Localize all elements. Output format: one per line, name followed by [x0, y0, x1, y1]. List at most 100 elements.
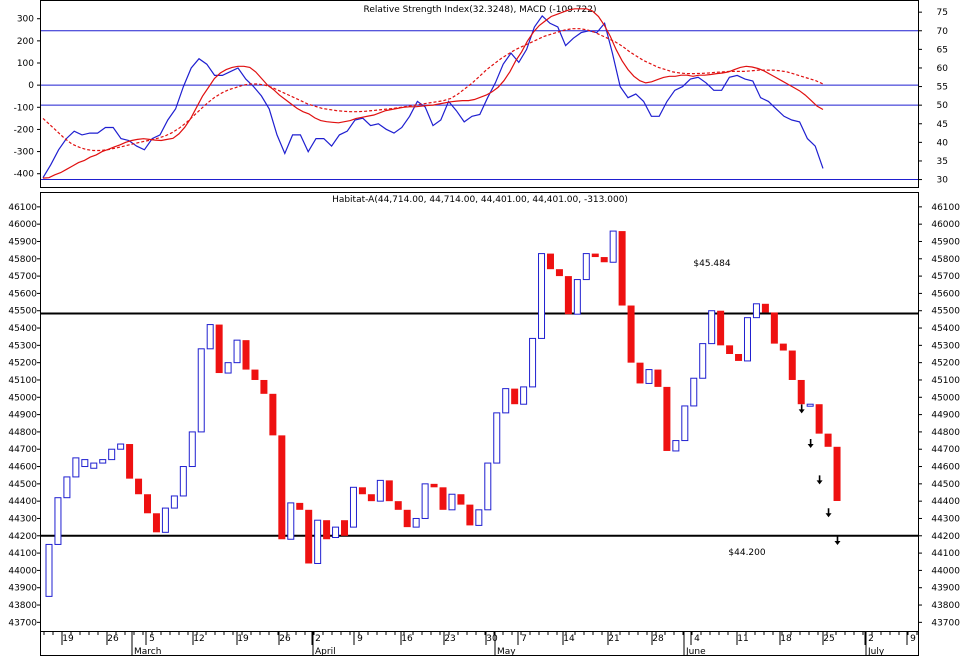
- candle-up: [224, 362, 232, 374]
- indicator-panel-frame: [40, 0, 919, 188]
- price-right-tick-label: 45700: [931, 272, 960, 282]
- candle-down: [591, 253, 599, 258]
- candle-down: [135, 478, 143, 495]
- price-right-tick-label: 43800: [931, 601, 960, 611]
- date-tick-label: 30: [486, 634, 498, 644]
- candle-down: [251, 369, 259, 380]
- candle-up: [421, 483, 429, 519]
- candle-up: [81, 459, 89, 468]
- price-left-tick-label: 44000: [8, 566, 37, 576]
- price-right-tick-label: 44000: [931, 566, 960, 576]
- left-tick-label: 200: [17, 37, 34, 47]
- left-tick-label: -300: [14, 148, 35, 158]
- price-left-tick-label: 45600: [8, 289, 37, 299]
- price-left-tick-label: 44600: [8, 463, 37, 473]
- candle-down: [779, 343, 787, 351]
- right-tick-label: 55: [937, 83, 948, 93]
- price-left-tick-label: 45800: [8, 255, 37, 265]
- candle-down: [833, 446, 841, 501]
- candle-up: [54, 497, 62, 545]
- candle-down: [358, 487, 366, 495]
- candle-down: [511, 388, 519, 405]
- candle-down: [439, 487, 447, 510]
- price-left-tick-label: 45400: [8, 324, 37, 334]
- month-label: March: [134, 647, 161, 656]
- month-label: June: [685, 647, 706, 656]
- candle-down: [278, 435, 286, 540]
- candle-up: [529, 337, 537, 388]
- down-arrow: [825, 508, 832, 518]
- date-tick-label: 5: [149, 634, 155, 644]
- candle-up: [314, 519, 322, 564]
- candle-up: [233, 339, 241, 364]
- date-tick-label: 23: [444, 634, 455, 644]
- price-left-tick-label: 44800: [8, 428, 37, 438]
- candle-down: [457, 494, 465, 505]
- candle-up: [538, 253, 546, 339]
- price-right-tick-label: 44400: [931, 497, 960, 507]
- candle-up: [179, 466, 187, 497]
- candle-down: [341, 520, 349, 536]
- down-arrow: [798, 404, 805, 414]
- price-right-tick-label: 45900: [931, 237, 960, 247]
- price-right-tick-label: 44600: [931, 463, 960, 473]
- indicator-axes: 300 200 100 0 -100 -200 -300 -400 75 70 65 60 55 50 45…: [14, 8, 949, 185]
- price-left-tick-label: 45000: [8, 393, 37, 403]
- candle-down: [815, 404, 823, 434]
- candle-down: [242, 340, 250, 370]
- right-tick-label: 65: [937, 45, 948, 55]
- candle-down: [824, 433, 832, 447]
- candle-up: [161, 507, 169, 533]
- candle-up: [287, 502, 295, 540]
- candle-down: [152, 513, 160, 533]
- candle-up: [609, 230, 617, 263]
- left-tick-label: -200: [14, 125, 35, 135]
- candle-down: [546, 253, 554, 270]
- candle-up: [752, 303, 760, 319]
- candle-up: [45, 543, 53, 597]
- date-tick-label: 2: [315, 634, 321, 644]
- candle-down: [726, 345, 734, 355]
- date-tick-label: 4: [694, 634, 700, 644]
- down-arrow: [816, 475, 823, 485]
- price-left-tick-label: 46000: [8, 220, 37, 230]
- price-left-tick-label: 44300: [8, 514, 37, 524]
- candle-up: [672, 440, 680, 452]
- date-axis: 19 26 5 12 19 26 2 9 16 23 30 7 14 21 28 4 11 18 25 2 9 March…: [43, 632, 918, 657]
- price-left-tick-label: 43900: [8, 584, 37, 594]
- date-tick-label: 16: [401, 634, 413, 644]
- down-arrow: [834, 535, 841, 545]
- price-right-tick-label: 44900: [931, 411, 960, 421]
- candle-down: [654, 369, 662, 387]
- price-right-tick-label: 45100: [931, 376, 960, 386]
- candle-down: [215, 324, 223, 374]
- candle-down: [144, 494, 152, 514]
- date-tick-label: 11: [737, 634, 748, 644]
- right-tick-label: 45: [937, 120, 948, 130]
- candle-down: [600, 257, 608, 263]
- right-tick-label: 75: [937, 8, 948, 18]
- indicator-title: Relative Strength Index(32.3248), MACD (…: [363, 5, 596, 15]
- candle-up: [63, 476, 71, 499]
- candle-down: [260, 379, 268, 394]
- lower-level-label: $44.200: [728, 548, 765, 558]
- price-right-tick-label: 46100: [931, 203, 960, 213]
- month-label: July: [867, 647, 885, 656]
- candle-down: [385, 480, 393, 502]
- candle-up: [90, 462, 98, 469]
- candle-down: [555, 269, 563, 277]
- date-tick-label: 21: [608, 634, 619, 644]
- down-arrows: [798, 404, 841, 545]
- left-tick-label: 300: [17, 15, 34, 25]
- candle-up: [645, 369, 653, 384]
- price-left-tick-label: 44200: [8, 532, 37, 542]
- right-tick-label: 40: [937, 138, 949, 148]
- candle-down: [126, 444, 134, 479]
- candle-up: [170, 495, 178, 509]
- price-right-tick-label: 45400: [931, 324, 960, 334]
- candle-down: [367, 494, 375, 502]
- candle-down: [403, 509, 411, 528]
- price-right-tick-label: 43900: [931, 584, 960, 594]
